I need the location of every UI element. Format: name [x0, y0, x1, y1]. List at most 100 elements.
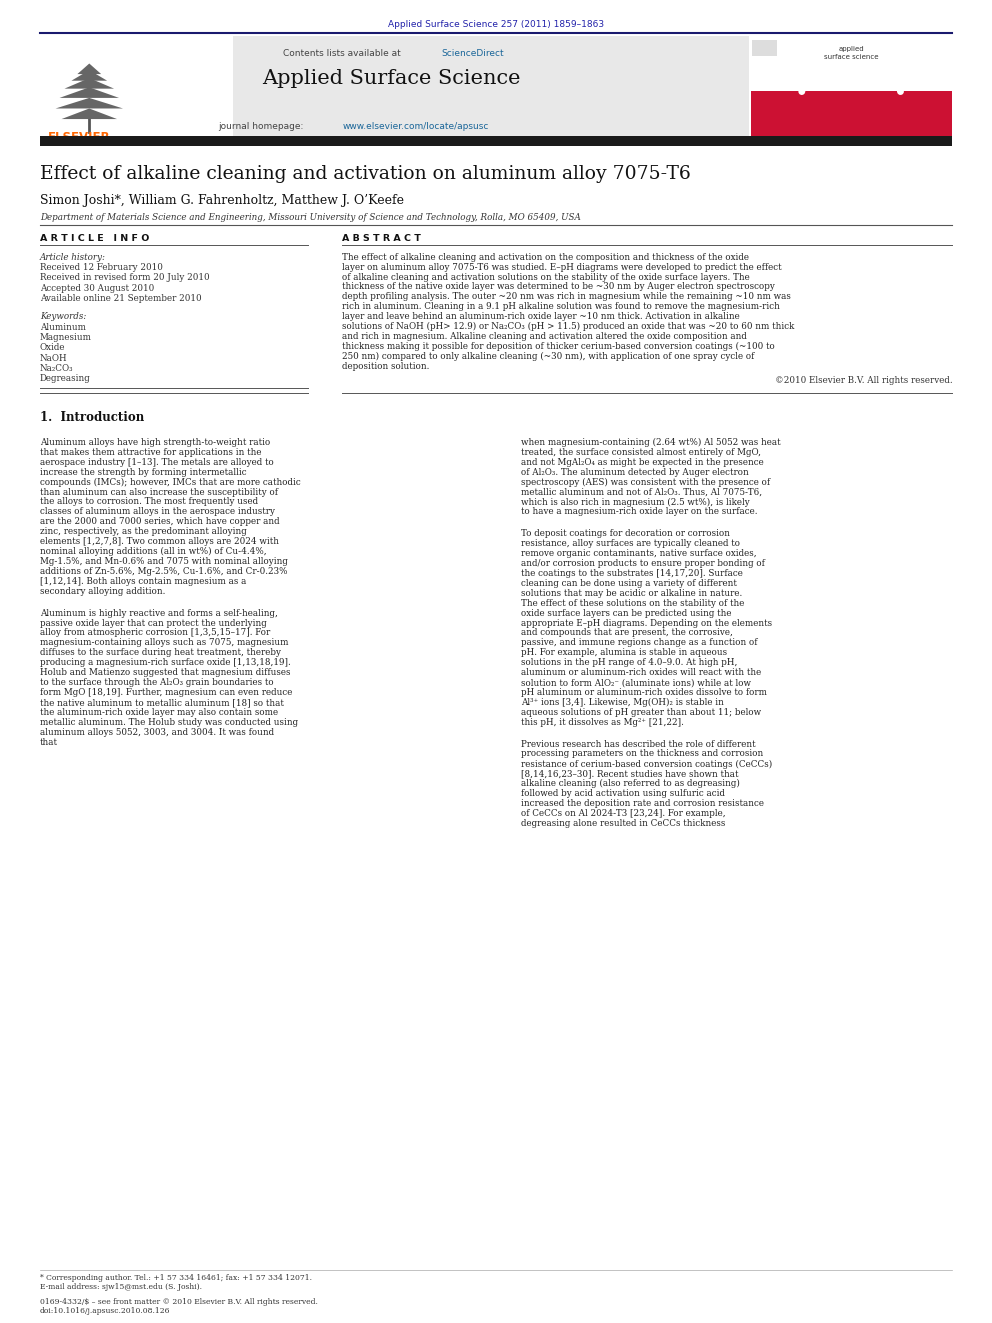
- Text: metallic aluminum. The Holub study was conducted using: metallic aluminum. The Holub study was c…: [40, 717, 298, 726]
- Text: that: that: [40, 738, 58, 746]
- Text: alkaline cleaning (also referred to as degreasing): alkaline cleaning (also referred to as d…: [521, 779, 740, 789]
- Text: Article history:: Article history:: [40, 253, 106, 262]
- Text: compounds (IMCs); however, IMCs that are more cathodic: compounds (IMCs); however, IMCs that are…: [40, 478, 301, 487]
- Text: pH. For example, alumina is stable in aqueous: pH. For example, alumina is stable in aq…: [521, 648, 727, 658]
- Text: Oxide: Oxide: [40, 343, 65, 352]
- Text: and not MgAl₂O₄ as might be expected in the presence: and not MgAl₂O₄ as might be expected in …: [521, 458, 764, 467]
- Text: www.elsevier.com/locate/apsusc: www.elsevier.com/locate/apsusc: [342, 122, 489, 131]
- Polygon shape: [60, 87, 119, 98]
- Text: solutions that may be acidic or alkaline in nature.: solutions that may be acidic or alkaline…: [521, 589, 742, 598]
- Polygon shape: [56, 98, 123, 108]
- Text: aluminum alloys 5052, 3003, and 3004. It was found: aluminum alloys 5052, 3003, and 3004. It…: [40, 728, 274, 737]
- Text: ScienceDirect: ScienceDirect: [441, 49, 504, 58]
- Text: to have a magnesium-rich oxide layer on the surface.: to have a magnesium-rich oxide layer on …: [521, 507, 757, 516]
- Bar: [40, 136, 952, 146]
- Text: NaOH: NaOH: [40, 353, 67, 363]
- Text: passive oxide layer that can protect the underlying: passive oxide layer that can protect the…: [40, 618, 267, 627]
- Text: and/or corrosion products to ensure proper bonding of: and/or corrosion products to ensure prop…: [521, 558, 765, 568]
- Text: that makes them attractive for applications in the: that makes them attractive for applicati…: [40, 447, 261, 456]
- Text: classes of aluminum alloys in the aerospace industry: classes of aluminum alloys in the aerosp…: [40, 507, 275, 516]
- Text: increased the deposition rate and corrosion resistance: increased the deposition rate and corros…: [521, 799, 764, 808]
- Text: Contents lists available at: Contents lists available at: [283, 49, 404, 58]
- Text: Simon Joshi*, William G. Fahrenholtz, Matthew J. O’Keefe: Simon Joshi*, William G. Fahrenholtz, Ma…: [40, 194, 404, 208]
- Text: resistance of cerium-based conversion coatings (CeCCs): resistance of cerium-based conversion co…: [521, 759, 772, 769]
- Text: thickness of the native oxide layer was determined to be ~30 nm by Auger electro: thickness of the native oxide layer was …: [342, 282, 775, 291]
- Text: doi:10.1016/j.apsusc.2010.08.126: doi:10.1016/j.apsusc.2010.08.126: [40, 1307, 171, 1315]
- Text: Previous research has described the role of different: Previous research has described the role…: [521, 740, 756, 749]
- Text: passive, and immune regions change as a function of: passive, and immune regions change as a …: [521, 639, 757, 647]
- Text: 1.  Introduction: 1. Introduction: [40, 411, 144, 425]
- Polygon shape: [62, 108, 117, 119]
- Text: Accepted 30 August 2010: Accepted 30 August 2010: [40, 283, 154, 292]
- Text: solution to form AlO₂⁻ (aluminate ions) while at low: solution to form AlO₂⁻ (aluminate ions) …: [521, 677, 751, 687]
- Text: Na₂CO₃: Na₂CO₃: [40, 364, 73, 373]
- Polygon shape: [77, 64, 101, 74]
- Text: additions of Zn-5.6%, Mg-2.5%, Cu-1.6%, and Cr-0.23%: additions of Zn-5.6%, Mg-2.5%, Cu-1.6%, …: [40, 566, 287, 576]
- Text: the alloys to corrosion. The most frequently used: the alloys to corrosion. The most freque…: [40, 497, 258, 507]
- Text: aqueous solutions of pH greater than about 11; below: aqueous solutions of pH greater than abo…: [521, 708, 761, 717]
- Text: spectroscopy (AES) was consistent with the presence of: spectroscopy (AES) was consistent with t…: [521, 478, 770, 487]
- Text: The effect of alkaline cleaning and activation on the composition and thickness : The effect of alkaline cleaning and acti…: [342, 253, 749, 262]
- Text: nominal alloying additions (all in wt%) of Cu-4.4%,: nominal alloying additions (all in wt%) …: [40, 548, 266, 556]
- Text: 250 nm) compared to only alkaline cleaning (~30 nm), with application of one spr: 250 nm) compared to only alkaline cleani…: [342, 352, 755, 361]
- Text: Holub and Matienzo suggested that magnesium diffuses: Holub and Matienzo suggested that magnes…: [40, 668, 291, 677]
- Text: to the surface through the Al₂O₃ grain boundaries to: to the surface through the Al₂O₃ grain b…: [40, 677, 274, 687]
- Text: processing parameters on the thickness and corrosion: processing parameters on the thickness a…: [521, 749, 763, 758]
- Text: followed by acid activation using sulfuric acid: followed by acid activation using sulfur…: [521, 789, 725, 798]
- Text: and rich in magnesium. Alkaline cleaning and activation altered the oxide compos: and rich in magnesium. Alkaline cleaning…: [342, 332, 747, 341]
- Text: ELSEVIER: ELSEVIER: [48, 131, 110, 144]
- Polygon shape: [64, 78, 114, 89]
- Text: producing a magnesium-rich surface oxide [1,13,18,19].: producing a magnesium-rich surface oxide…: [40, 658, 291, 667]
- Text: Mg-1.5%, and Mn-0.6% and 7075 with nominal alloying: Mg-1.5%, and Mn-0.6% and 7075 with nomin…: [40, 557, 288, 566]
- Text: when magnesium-containing (2.64 wt%) Al 5052 was heat: when magnesium-containing (2.64 wt%) Al …: [521, 438, 781, 447]
- Text: depth profiling analysis. The outer ~20 nm was rich in magnesium while the remai: depth profiling analysis. The outer ~20 …: [342, 292, 791, 302]
- Text: this pH, it dissolves as Mg²⁺ [21,22].: this pH, it dissolves as Mg²⁺ [21,22].: [521, 717, 683, 726]
- Text: diffuses to the surface during heat treatment, thereby: diffuses to the surface during heat trea…: [40, 648, 281, 658]
- Text: Aluminum alloys have high strength-to-weight ratio: Aluminum alloys have high strength-to-we…: [40, 438, 270, 447]
- Text: Applied Surface Science: Applied Surface Science: [263, 69, 521, 87]
- Text: solutions of NaOH (pH> 12.9) or Na₂CO₃ (pH > 11.5) produced an oxide that was ~2: solutions of NaOH (pH> 12.9) or Na₂CO₃ (…: [342, 321, 795, 331]
- Text: [8,14,16,23–30]. Recent studies have shown that: [8,14,16,23–30]. Recent studies have sho…: [521, 770, 738, 778]
- Text: oxide surface layers can be predicted using the: oxide surface layers can be predicted us…: [521, 609, 731, 618]
- Text: of CeCCs on Al 2024-T3 [23,24]. For example,: of CeCCs on Al 2024-T3 [23,24]. For exam…: [521, 810, 725, 818]
- Text: layer on aluminum alloy 7075-T6 was studied. E–pH diagrams were developed to pre: layer on aluminum alloy 7075-T6 was stud…: [342, 262, 782, 271]
- Text: aerospace industry [1–13]. The metals are alloyed to: aerospace industry [1–13]. The metals ar…: [40, 458, 274, 467]
- Text: * Corresponding author. Tel.: +1 57 334 16461; fax: +1 57 334 12071.: * Corresponding author. Tel.: +1 57 334 …: [40, 1274, 311, 1282]
- Text: elements [1,2,7,8]. Two common alloys are 2024 with: elements [1,2,7,8]. Two common alloys ar…: [40, 537, 279, 546]
- Text: the aluminum-rich oxide layer may also contain some: the aluminum-rich oxide layer may also c…: [40, 708, 278, 717]
- Text: alloy from atmospheric corrosion [1,3,5,15–17]. For: alloy from atmospheric corrosion [1,3,5,…: [40, 628, 270, 638]
- Bar: [751, 36, 952, 136]
- Text: thickness making it possible for deposition of thicker cerium-based conversion c: thickness making it possible for deposit…: [342, 341, 775, 351]
- Text: ©2010 Elsevier B.V. All rights reserved.: ©2010 Elsevier B.V. All rights reserved.: [775, 376, 952, 385]
- Text: Department of Materials Science and Engineering, Missouri University of Science : Department of Materials Science and Engi…: [40, 213, 580, 222]
- Text: increase the strength by forming intermetallic: increase the strength by forming interme…: [40, 467, 246, 476]
- Text: remove organic contaminants, native surface oxides,: remove organic contaminants, native surf…: [521, 549, 757, 558]
- Text: Al³⁺ ions [3,4]. Likewise, Mg(OH)₂ is stable in: Al³⁺ ions [3,4]. Likewise, Mg(OH)₂ is st…: [521, 699, 724, 706]
- Text: applied: applied: [838, 46, 864, 53]
- Text: A R T I C L E   I N F O: A R T I C L E I N F O: [40, 234, 149, 243]
- Text: journal homepage:: journal homepage:: [218, 122, 307, 131]
- Text: the coatings to the substrates [14,17,20]. Surface: the coatings to the substrates [14,17,20…: [521, 569, 743, 578]
- Text: magnesium-containing alloys such as 7075, magnesium: magnesium-containing alloys such as 7075…: [40, 638, 289, 647]
- Text: 0169-4332/$ – see front matter © 2010 Elsevier B.V. All rights reserved.: 0169-4332/$ – see front matter © 2010 El…: [40, 1298, 317, 1306]
- Text: Applied Surface Science 257 (2011) 1859–1863: Applied Surface Science 257 (2011) 1859–…: [388, 20, 604, 29]
- Text: Aluminum: Aluminum: [40, 323, 85, 332]
- Text: Keywords:: Keywords:: [40, 312, 86, 321]
- Text: secondary alloying addition.: secondary alloying addition.: [40, 587, 165, 595]
- Text: metallic aluminum and not of Al₂O₃. Thus, Al 7075-T6,: metallic aluminum and not of Al₂O₃. Thus…: [521, 487, 762, 496]
- Text: A B S T R A C T: A B S T R A C T: [342, 234, 422, 243]
- Text: To deposit coatings for decoration or corrosion: To deposit coatings for decoration or co…: [521, 529, 730, 538]
- Text: Available online 21 September 2010: Available online 21 September 2010: [40, 294, 201, 303]
- Text: than aluminum can also increase the susceptibility of: than aluminum can also increase the susc…: [40, 487, 278, 496]
- Text: [1,12,14]. Both alloys contain magnesium as a: [1,12,14]. Both alloys contain magnesium…: [40, 577, 246, 586]
- Text: Magnesium: Magnesium: [40, 333, 91, 341]
- Text: Received in revised form 20 July 2010: Received in revised form 20 July 2010: [40, 274, 209, 282]
- Text: Received 12 February 2010: Received 12 February 2010: [40, 263, 163, 273]
- Text: surface science: surface science: [824, 54, 878, 61]
- Text: appropriate E–pH diagrams. Depending on the elements: appropriate E–pH diagrams. Depending on …: [521, 619, 772, 627]
- Bar: [40, 36, 233, 136]
- Text: aluminum or aluminum-rich oxides will react with the: aluminum or aluminum-rich oxides will re…: [521, 668, 761, 677]
- Text: and compounds that are present, the corrosive,: and compounds that are present, the corr…: [521, 628, 733, 638]
- Text: The effect of these solutions on the stability of the: The effect of these solutions on the sta…: [521, 598, 744, 607]
- Text: deposition solution.: deposition solution.: [342, 361, 430, 370]
